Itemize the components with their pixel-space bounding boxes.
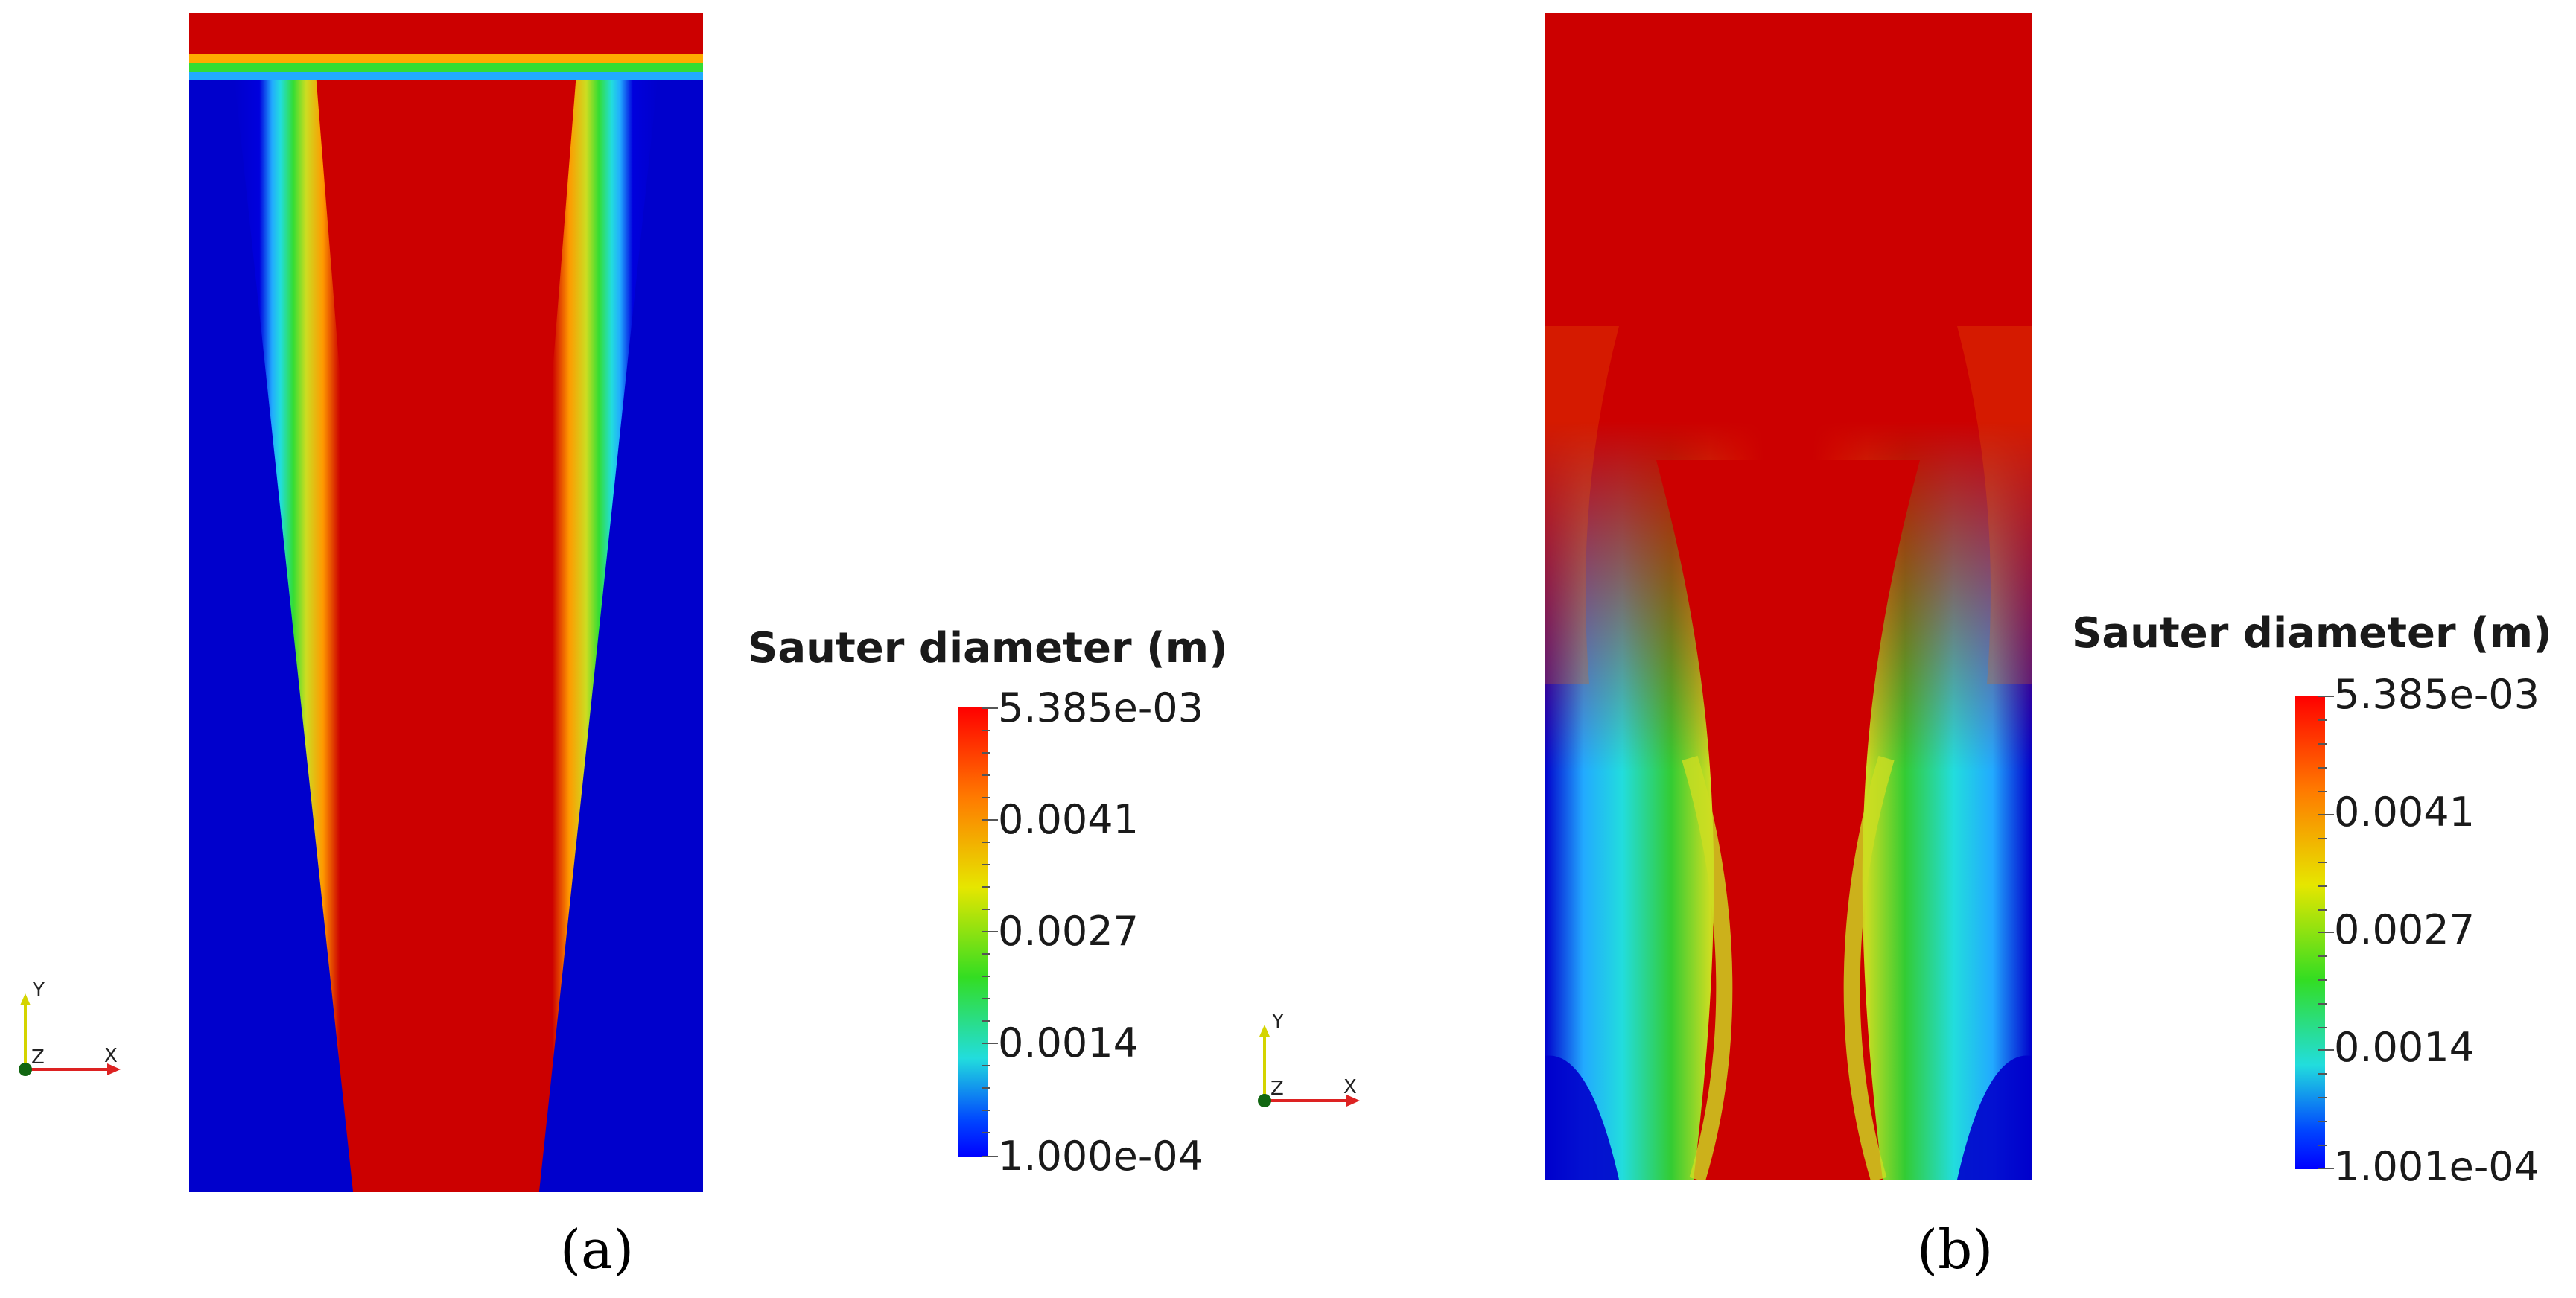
tick-label-max-a: 5.385e-03: [998, 684, 1204, 731]
caption-b: (b): [1917, 1218, 1994, 1281]
colorbar-ticks-b: [2318, 696, 2334, 1169]
orientation-axes-b: Y Z X: [1258, 1011, 1360, 1107]
axis-y-label-a: Y: [32, 980, 45, 1002]
tick-label-min-b: 1.001e-04: [2334, 1143, 2540, 1190]
contour-plot-a: [189, 13, 703, 1192]
contour-plot-b: [1545, 13, 2032, 1180]
tick-label-4-a: 0.0014: [998, 1019, 1139, 1066]
contour-field-b: [1545, 13, 2032, 1180]
caption-a: (a): [560, 1218, 635, 1281]
tick-label-3-b: 0.0027: [2334, 906, 2475, 953]
tick-label-2-b: 0.0041: [2334, 789, 2475, 836]
tick-label-4-b: 0.0014: [2334, 1024, 2475, 1071]
tick-label-min-a: 1.000e-04: [998, 1133, 1204, 1180]
axis-y-label-b: Y: [1271, 1011, 1284, 1033]
orientation-axes-a: Y Z X: [19, 980, 121, 1076]
legend-title-a: Sauter diameter (m): [748, 624, 1228, 672]
tick-label-max-b: 5.385e-03: [2334, 671, 2540, 718]
contour-field-a: [189, 13, 703, 1192]
axis-x-label-b: X: [1343, 1076, 1357, 1098]
axis-x-label-a: X: [104, 1045, 118, 1067]
colorbar-ticks-a: [982, 707, 998, 1157]
axis-z-label-a: Z: [31, 1046, 45, 1069]
axis-z-label-b: Z: [1270, 1078, 1284, 1100]
tick-label-3-a: 0.0027: [998, 908, 1139, 955]
legend-title-b: Sauter diameter (m): [2072, 609, 2552, 658]
tick-label-2-a: 0.0041: [998, 796, 1139, 843]
